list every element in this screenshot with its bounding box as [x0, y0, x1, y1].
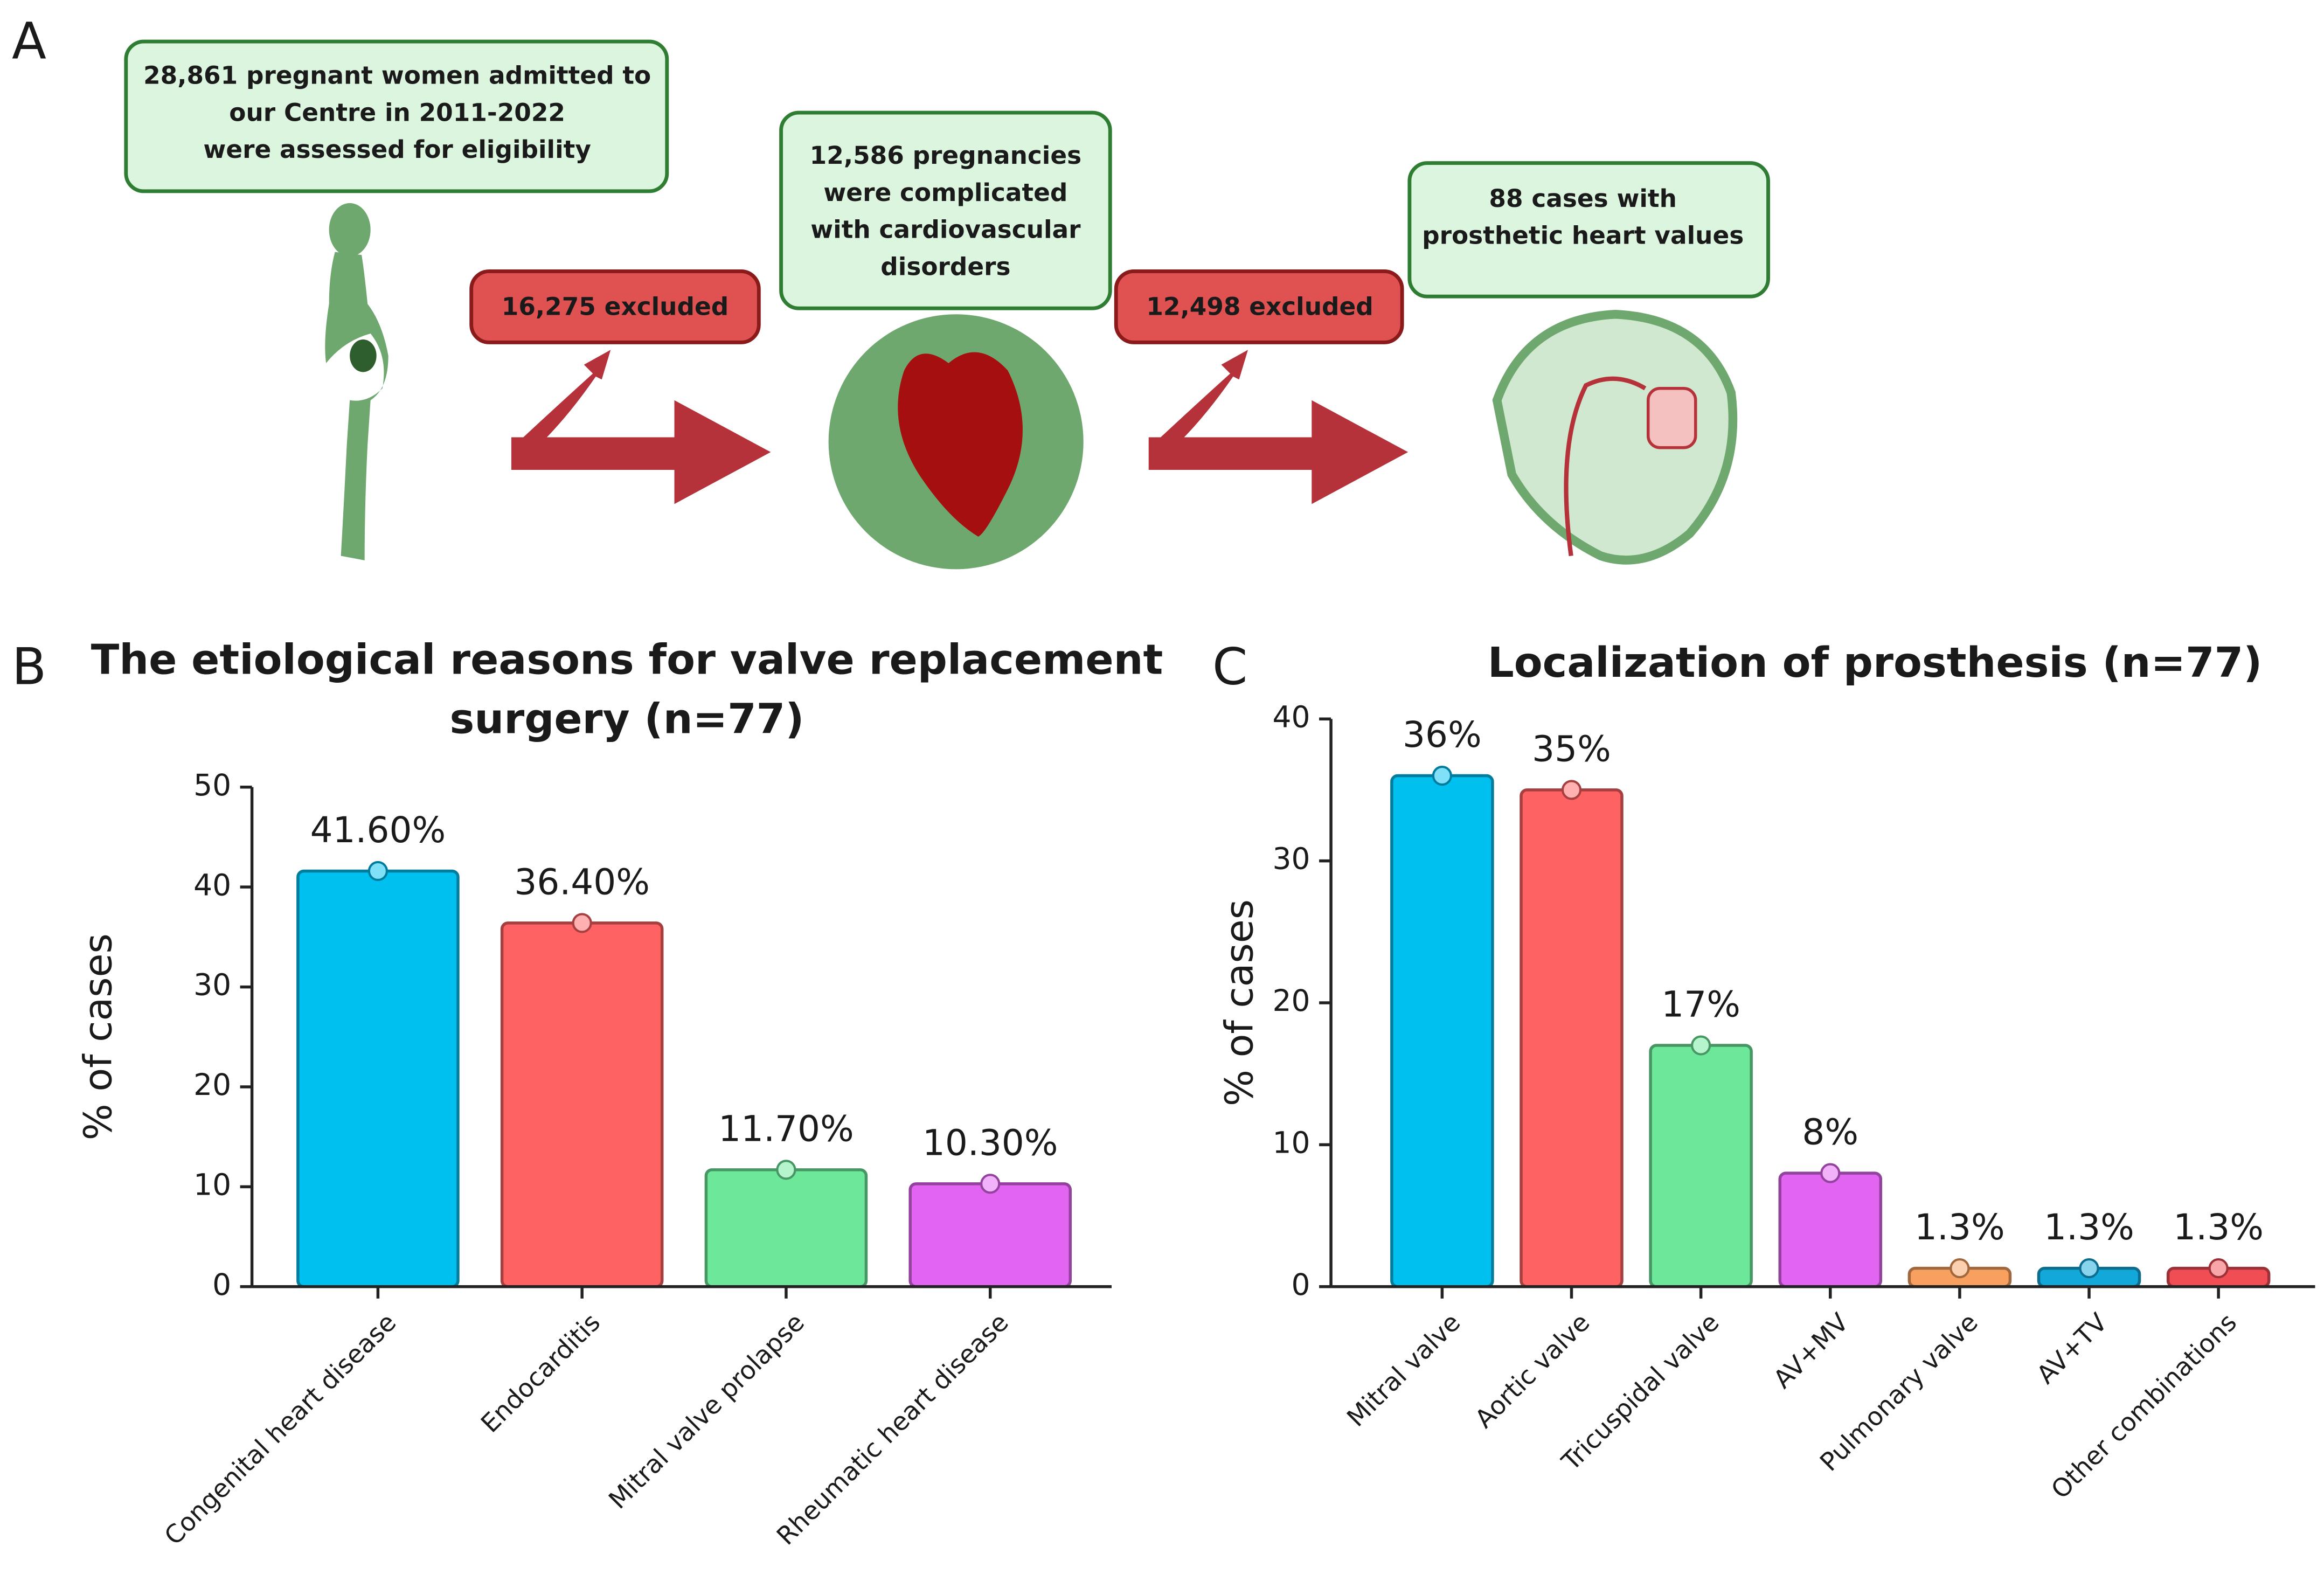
bar-dot: [1432, 765, 1452, 786]
bar: [500, 921, 664, 1288]
y-tick-label: 0: [212, 1267, 231, 1302]
value-label: 41.60%: [310, 809, 446, 851]
bar-dot: [367, 861, 388, 882]
y-tick-label: 10: [193, 1168, 231, 1202]
value-label: 35%: [1532, 728, 1611, 769]
box-text: our Centre in 2011-2022: [229, 98, 565, 127]
excluded-box: [1114, 269, 1404, 344]
box-text: 12,498 excluded: [1146, 293, 1373, 321]
chart-title: surgery (n=77): [450, 696, 804, 744]
bar-dot: [1691, 1035, 1711, 1056]
value-label: 1.3%: [2173, 1206, 2264, 1248]
bar-dot: [572, 913, 592, 933]
box-text: 28,861 pregnant women admitted to: [143, 61, 651, 90]
bar: [908, 1182, 1072, 1288]
box-text: prosthetic heart values: [1422, 221, 1744, 250]
chart-title: The etiological reasons for valve replac…: [91, 636, 1163, 684]
box-text: 16,275 excluded: [502, 293, 729, 321]
bar-dot: [1950, 1258, 1970, 1279]
chart-title: Localization of prosthesis (n=77): [1488, 639, 2263, 687]
value-label: 17%: [1661, 984, 1740, 1025]
value-label: 36%: [1403, 714, 1482, 755]
y-tick-label: 50: [193, 768, 231, 802]
value-label: 1.3%: [1914, 1206, 2005, 1248]
box-text: were assessed for eligibility: [203, 135, 591, 164]
y-tick-label: 40: [1273, 699, 1310, 734]
bar: [1649, 1044, 1753, 1288]
y-tick-label: 20: [193, 1067, 231, 1102]
y-axis-label: % of cases: [76, 933, 121, 1140]
bar-dot: [980, 1174, 1001, 1194]
value-label: 10.30%: [922, 1122, 1058, 1163]
box-text: 88 cases with: [1489, 184, 1676, 213]
flow-box: [1407, 161, 1770, 299]
bar: [1390, 774, 1494, 1288]
value-label: 8%: [1802, 1112, 1858, 1153]
y-tick-label: 10: [1273, 1126, 1310, 1160]
box-text: 12,586 pregnancies: [810, 141, 1081, 170]
woman-icon: [325, 203, 389, 560]
box-text: disorders: [880, 252, 1010, 281]
box-text: were complicated: [823, 178, 1067, 207]
panel-label: A: [12, 12, 46, 71]
value-label: 11.70%: [718, 1108, 854, 1149]
heart-icon: [898, 352, 1023, 537]
bar: [1520, 788, 1624, 1288]
flow-box: [779, 110, 1112, 310]
bar: [1778, 1171, 1883, 1288]
bar-dot: [1561, 780, 1582, 800]
flow-box: [124, 39, 669, 193]
flow-arrow: [511, 350, 1409, 504]
box-text: with cardiovascular: [810, 216, 1081, 244]
y-tick-label: 20: [1273, 983, 1310, 1018]
value-label: 36.40%: [514, 861, 650, 903]
prosthetic-heart-icon: [1492, 309, 1738, 565]
bar-dot: [2208, 1258, 2229, 1279]
bar-dot: [776, 1160, 796, 1180]
excluded-box: [469, 269, 761, 344]
bar: [704, 1168, 868, 1288]
y-tick-label: 30: [193, 968, 231, 1002]
panel-label: C: [1212, 637, 1247, 696]
y-tick-label: 0: [1292, 1267, 1310, 1302]
bar-dot: [1820, 1163, 1841, 1183]
panel-label: B: [12, 637, 46, 696]
bar: [296, 869, 460, 1288]
y-axis-label: % of cases: [1217, 899, 1262, 1106]
y-tick-label: 30: [1273, 842, 1310, 876]
bar-dot: [2079, 1258, 2099, 1279]
value-label: 1.3%: [2044, 1206, 2134, 1248]
y-tick-label: 40: [193, 868, 231, 902]
